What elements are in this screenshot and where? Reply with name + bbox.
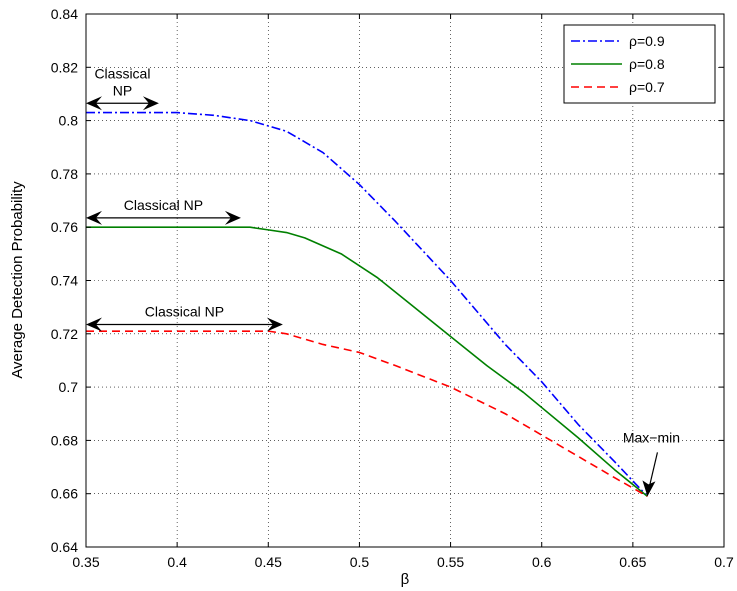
x-tick-label: 0.55 [437, 554, 464, 570]
series-line-2 [86, 330, 648, 498]
x-tick-label: 0.6 [532, 554, 552, 570]
x-tick-label: 0.7 [714, 554, 734, 570]
y-tick-label: 0.82 [51, 59, 78, 75]
y-tick-label: 0.76 [51, 219, 78, 235]
annotation-arrowhead-left [86, 96, 102, 111]
annotation-arrowhead-right [142, 96, 159, 111]
annotation-label: Classical NP [145, 303, 224, 319]
x-tick-label: 0.65 [619, 554, 646, 570]
y-tick-label: 0.7 [59, 379, 79, 395]
y-tick-label: 0.68 [51, 432, 78, 448]
series-line-0 [86, 111, 649, 497]
legend-label-rho-0-9: ρ=0.9 [629, 33, 665, 49]
annotation-arrow-line [648, 452, 659, 487]
y-axis-label: Average Detection Probability [9, 181, 26, 379]
ticks: 0.35 0.4 0.45 0.5 0.55 0.6 0.65 0.7 0.64 0.66 0.68… [51, 6, 734, 570]
legend-label-rho-0-7: ρ=0.7 [629, 79, 665, 95]
annotation-arrowhead-left [86, 317, 102, 332]
annotation-arrowhead-left [86, 210, 102, 225]
x-tick-label: 0.45 [255, 554, 282, 570]
annotation-arrowhead-right [266, 317, 283, 332]
annotation-arrowhead-right [224, 210, 241, 225]
series-line-1 [86, 226, 648, 497]
y-tick-label: 0.78 [51, 166, 78, 182]
y-tick-label: 0.8 [59, 113, 79, 129]
legend: ρ=0.9 ρ=0.8 ρ=0.7 [563, 24, 716, 104]
annotation-arrowhead [642, 480, 656, 497]
x-axis-label: β [401, 571, 410, 588]
x-tick-label: 0.4 [167, 554, 187, 570]
y-tick-label: 0.64 [51, 539, 78, 555]
annotation-label: Max−min [623, 429, 680, 445]
x-tick-label: 0.35 [72, 554, 99, 570]
annotation-label: Classical [94, 65, 150, 81]
series-layer [86, 111, 649, 498]
x-tick-label: 0.5 [350, 554, 370, 570]
annotation-label: Classical NP [124, 197, 203, 213]
y-tick-label: 0.66 [51, 486, 78, 502]
y-tick-label: 0.84 [51, 6, 78, 22]
y-tick-label: 0.72 [51, 326, 78, 342]
annotation-label: NP [113, 82, 132, 98]
legend-label-rho-0-8: ρ=0.8 [629, 56, 665, 72]
y-tick-label: 0.74 [51, 273, 78, 289]
